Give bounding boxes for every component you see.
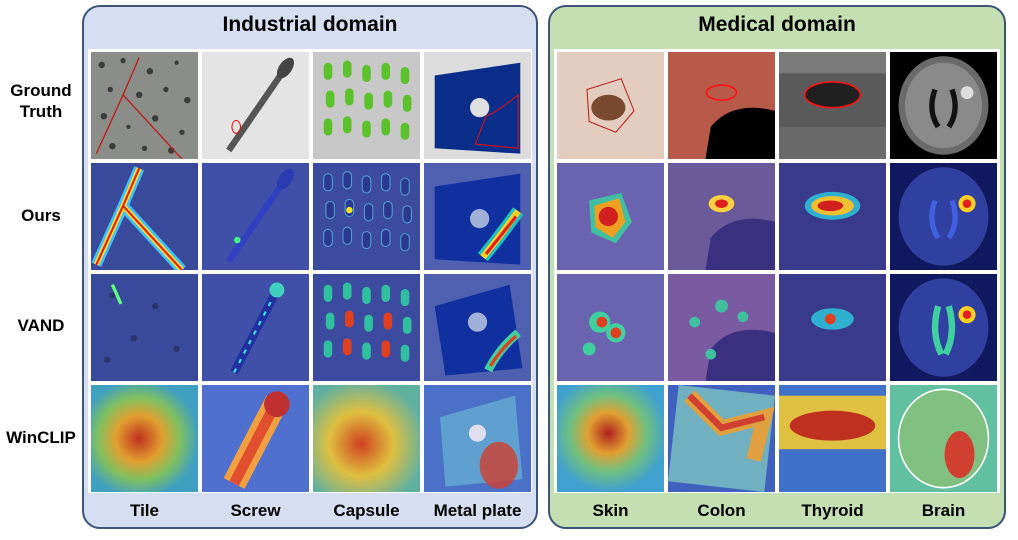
medical-image-grid: [554, 49, 1000, 493]
industrial-domain-title: Industrial domain: [222, 13, 398, 36]
row-label-vand: VAND: [17, 316, 65, 335]
tile-winclip-heatmap: [91, 385, 198, 492]
capsule-winclip-heatmap: [313, 385, 420, 492]
row-label-ground-truth: Ground Truth: [10, 81, 72, 121]
tile-ours-heatmap: [91, 163, 198, 270]
screw-winclip-heatmap: [202, 385, 309, 492]
metal-plate-ground-truth-image: [424, 52, 531, 159]
row-label-winclip: WinCLIP: [6, 428, 76, 447]
brain-ground-truth-image: [890, 52, 997, 159]
medical-domain-panel: Medical domain: [548, 5, 1006, 529]
thyroid-ours-heatmap: [779, 163, 886, 270]
skin-winclip-heatmap: [557, 385, 664, 492]
column-label-thyroid: Thyroid: [801, 501, 864, 520]
brain-vand-heatmap: [890, 274, 997, 381]
column-label-tile: Tile: [130, 501, 159, 520]
column-label-skin: Skin: [592, 501, 629, 520]
industrial-domain-panel: Industrial domain: [82, 5, 538, 529]
column-label-brain: Brain: [921, 501, 966, 520]
skin-ours-heatmap: [557, 163, 664, 270]
skin-ground-truth-image: [557, 52, 664, 159]
capsule-vand-heatmap: [313, 274, 420, 381]
tile-ground-truth-image: [91, 52, 198, 159]
brain-winclip-heatmap: [890, 385, 997, 492]
row-label-ours: Ours: [21, 206, 61, 225]
column-label-screw: Screw: [230, 501, 281, 520]
colon-ground-truth-image: [668, 52, 775, 159]
column-label-colon: Colon: [697, 501, 746, 520]
colon-winclip-heatmap: [668, 385, 775, 492]
brain-ours-heatmap: [890, 163, 997, 270]
tile-vand-heatmap: [91, 274, 198, 381]
capsule-ground-truth-image: [313, 52, 420, 159]
skin-vand-heatmap: [557, 274, 664, 381]
screw-ground-truth-image: [202, 52, 309, 159]
screw-ours-heatmap: [202, 163, 309, 270]
capsule-ours-heatmap: [313, 163, 420, 270]
medical-domain-title: Medical domain: [698, 13, 856, 36]
colon-vand-heatmap: [668, 274, 775, 381]
thyroid-ground-truth-image: [779, 52, 886, 159]
metal-plate-winclip-heatmap: [424, 385, 531, 492]
metal-plate-vand-heatmap: [424, 274, 531, 381]
screw-vand-heatmap: [202, 274, 309, 381]
thyroid-vand-heatmap: [779, 274, 886, 381]
column-label-metal-plate: Metal plate: [433, 501, 522, 520]
column-label-capsule: Capsule: [333, 501, 400, 520]
thyroid-winclip-heatmap: [779, 385, 886, 492]
industrial-image-grid: [88, 49, 532, 493]
metal-plate-ours-heatmap: [424, 163, 531, 270]
colon-ours-heatmap: [668, 163, 775, 270]
